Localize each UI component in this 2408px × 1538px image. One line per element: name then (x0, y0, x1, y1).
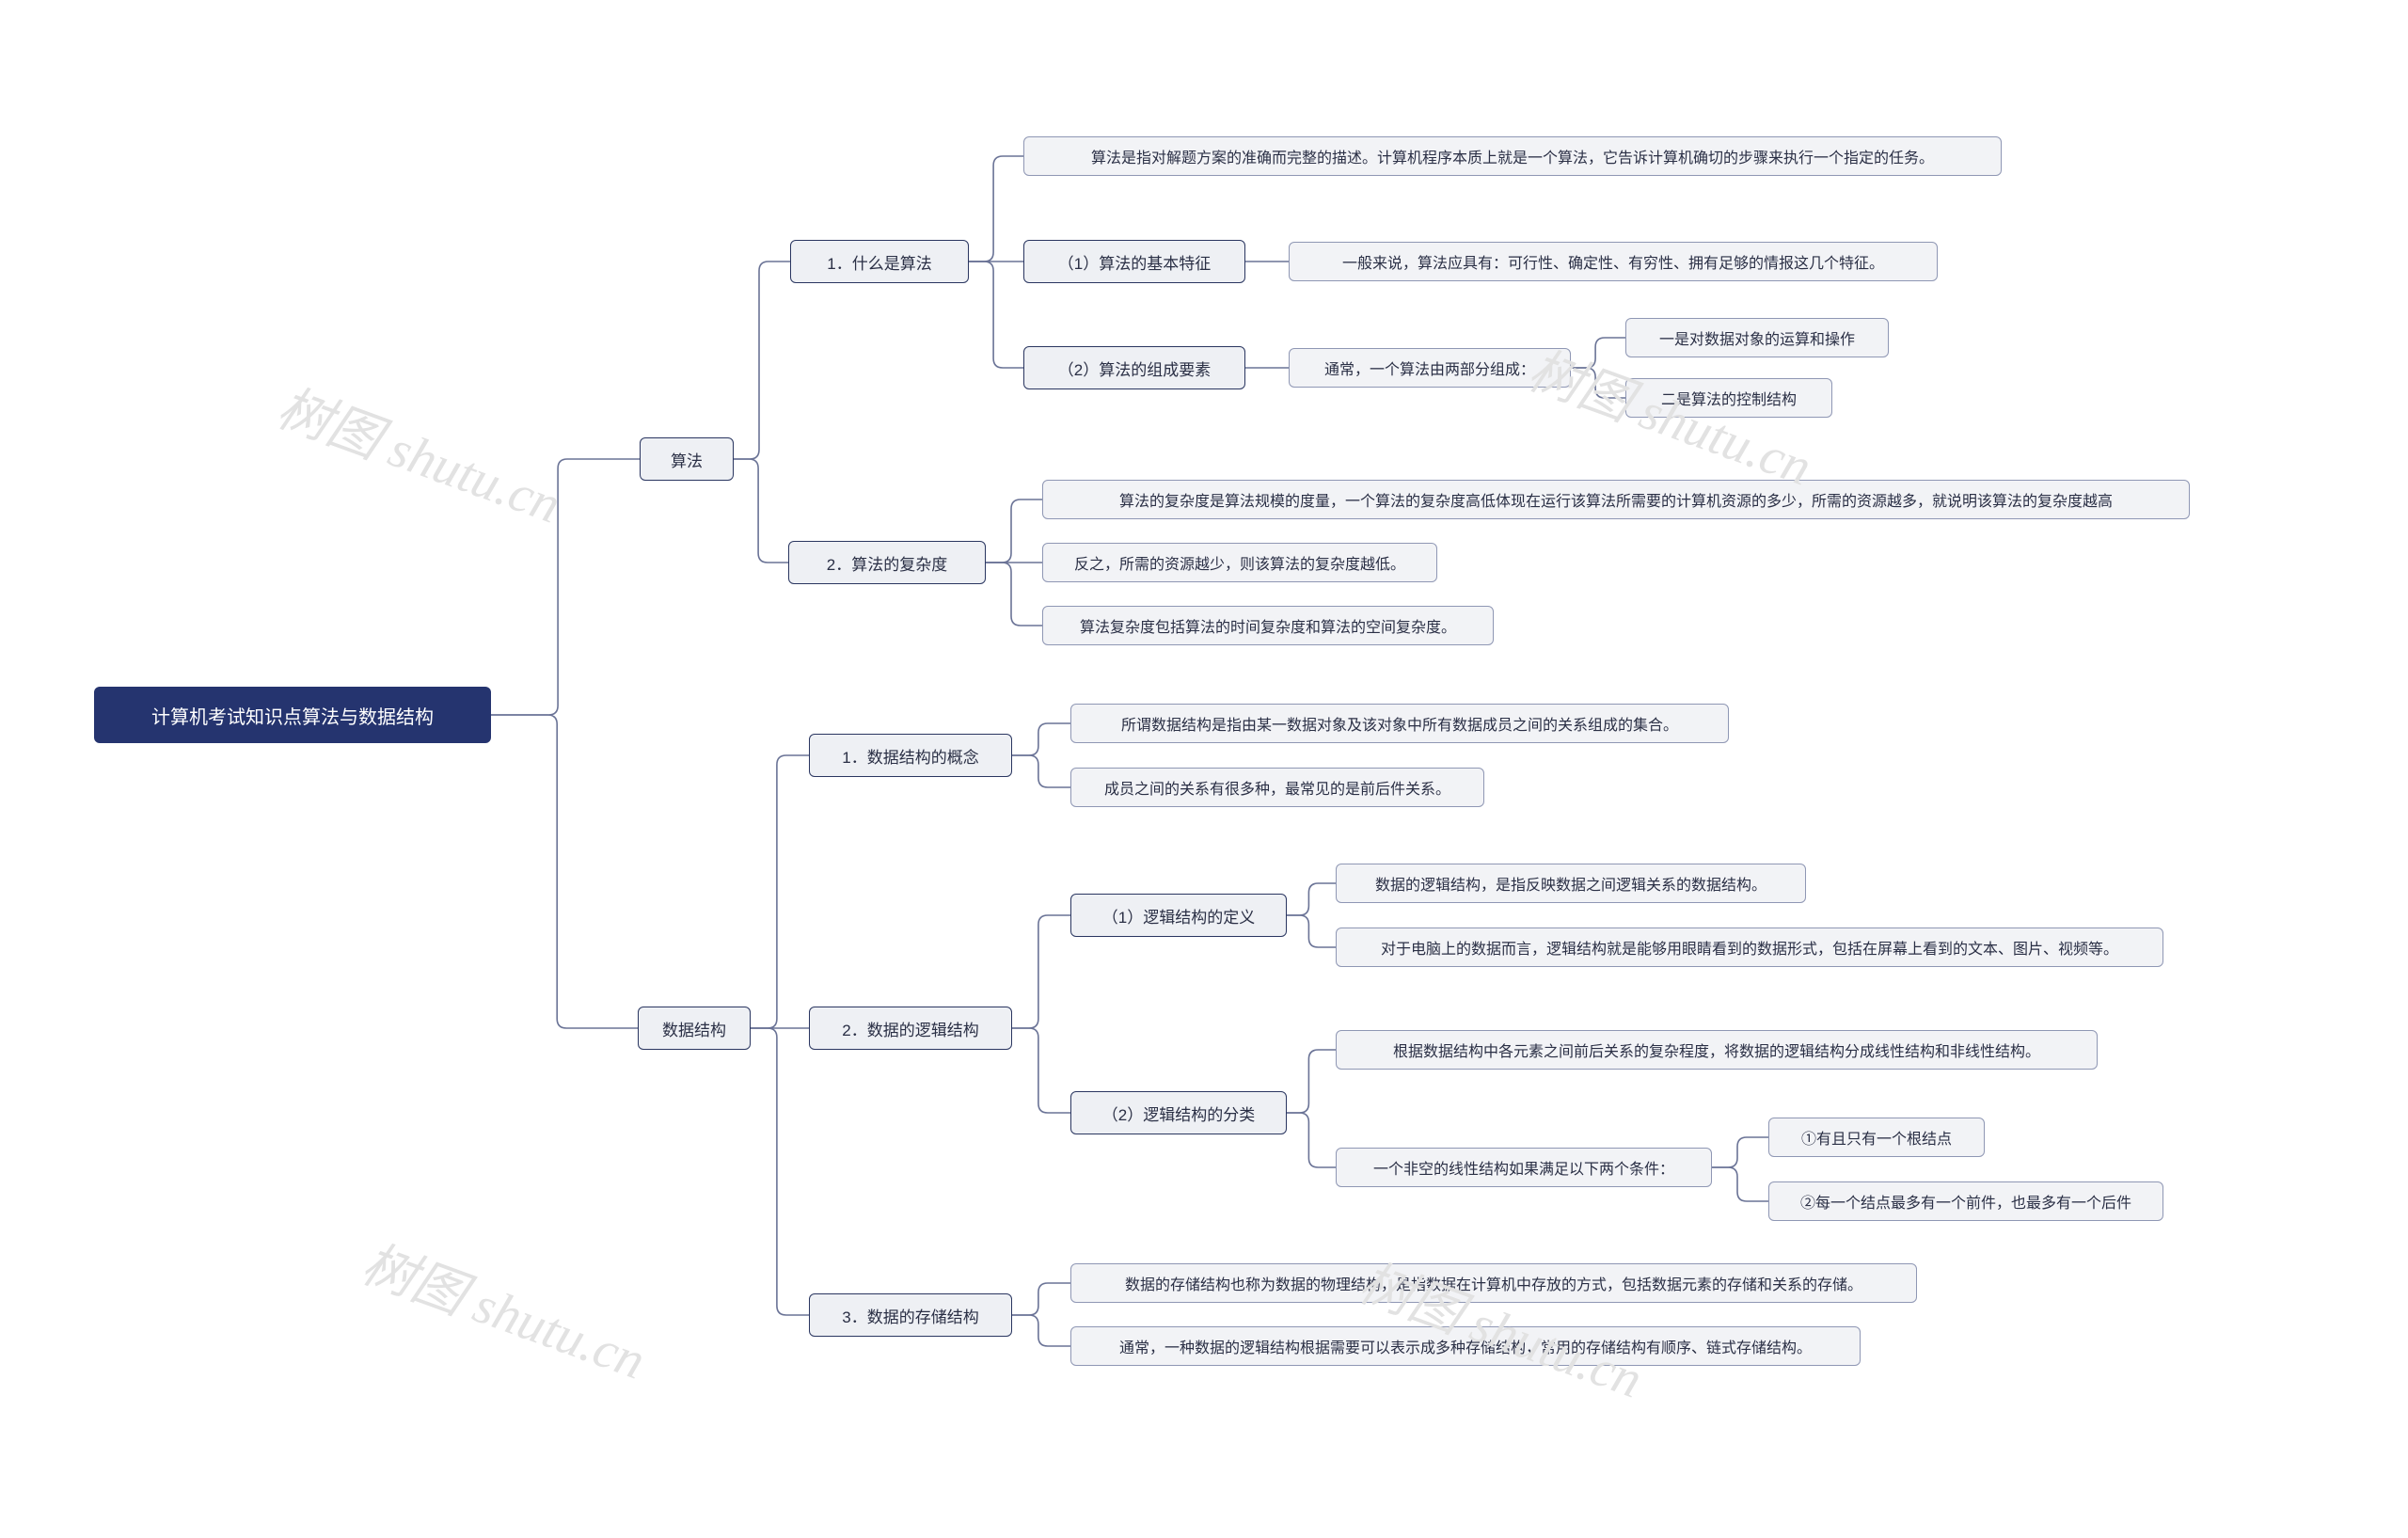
node-ds: 数据结构 (638, 1007, 751, 1050)
node-d2b1l2: 对于电脑上的数据而言，逻辑结构就是能够用眼睛看到的数据形式，包括在屏幕上看到的文… (1336, 928, 2163, 967)
edge-algo-a2 (734, 459, 788, 563)
watermark: 树图 shutu.cn (269, 366, 573, 539)
edge-root-algo (491, 459, 640, 715)
edge-d2b2-d2b2m (1287, 1113, 1336, 1167)
node-a2l1: 算法的复杂度是算法规模的度量，一个算法的复杂度高低体现在运行该算法所需要的计算机… (1042, 480, 2190, 519)
node-d1: 1．数据结构的概念 (809, 734, 1012, 777)
node-algo: 算法 (640, 437, 734, 481)
edge-root-ds (491, 715, 638, 1028)
node-a2l3: 算法复杂度包括算法的时间复杂度和算法的空间复杂度。 (1042, 606, 1494, 645)
node-d2b2m1: ①有且只有一个根结点 (1768, 1118, 1985, 1157)
node-d3l2: 通常，一种数据的逻辑结构根据需要可以表示成多种存储结构，常用的存储结构有顺序、链… (1070, 1326, 1861, 1366)
node-d1l2: 成员之间的关系有很多种，最常见的是前后件关系。 (1070, 768, 1484, 807)
edge-d2b2-d2b2l1 (1287, 1050, 1336, 1113)
edge-d3-d3l1 (1012, 1283, 1070, 1315)
edge-d3-d3l2 (1012, 1315, 1070, 1346)
node-a1b2l1: 一是对数据对象的运算和操作 (1625, 318, 1889, 357)
node-a2l2: 反之，所需的资源越少，则该算法的复杂度越低。 (1042, 543, 1437, 582)
edge-d2b2m-d2b2m1 (1712, 1137, 1768, 1167)
node-a1: 1．什么是算法 (790, 240, 969, 283)
node-a1b1l: 一般来说，算法应具有：可行性、确定性、有穷性、拥有足够的情报这几个特征。 (1289, 242, 1938, 281)
edge-a1-a1b2 (969, 262, 1023, 368)
edge-ds-d3 (751, 1028, 809, 1315)
node-d2b2: （2）逻辑结构的分类 (1070, 1091, 1287, 1134)
node-root: 计算机考试知识点算法与数据结构 (94, 687, 491, 743)
node-d2b1l1: 数据的逻辑结构，是指反映数据之间逻辑关系的数据结构。 (1336, 864, 1806, 903)
node-a1b2l2: 二是算法的控制结构 (1625, 378, 1832, 418)
edge-a1b2m-a1b2l1 (1571, 338, 1625, 368)
node-d2b1: （1）逻辑结构的定义 (1070, 894, 1287, 937)
edge-a1b2m-a1b2l2 (1571, 368, 1625, 398)
watermark: 树图 shutu.cn (354, 1222, 657, 1395)
edge-d2-d2b2 (1012, 1028, 1070, 1113)
edge-d2b1-d2b1l1 (1287, 883, 1336, 915)
node-d2b2m: 一个非空的线性结构如果满足以下两个条件： (1336, 1148, 1712, 1187)
edge-d1-d1l1 (1012, 723, 1070, 755)
node-a1b2: （2）算法的组成要素 (1023, 346, 1245, 389)
edge-d2b1-d2b1l2 (1287, 915, 1336, 947)
node-a1l1: 算法是指对解题方案的准确而完整的描述。计算机程序本质上就是一个算法，它告诉计算机… (1023, 136, 2002, 176)
edge-d2b2m-d2b2m2 (1712, 1167, 1768, 1201)
edge-algo-a1 (734, 262, 790, 459)
edge-a2-a2l3 (986, 563, 1042, 626)
edge-d2-d2b1 (1012, 915, 1070, 1028)
edge-a1-a1l1 (969, 156, 1023, 262)
node-d2b2l1: 根据数据结构中各元素之间前后关系的复杂程度，将数据的逻辑结构分成线性结构和非线性… (1336, 1030, 2098, 1070)
node-a2: 2．算法的复杂度 (788, 541, 986, 584)
node-d1l1: 所谓数据结构是指由某一数据对象及该对象中所有数据成员之间的关系组成的集合。 (1070, 704, 1729, 743)
node-d2b2m2: ②每一个结点最多有一个前件，也最多有一个后件 (1768, 1181, 2163, 1221)
node-d3l1: 数据的存储结构也称为数据的物理结构，是指数据在计算机中存放的方式，包括数据元素的… (1070, 1263, 1917, 1303)
edge-d1-d1l2 (1012, 755, 1070, 787)
node-d2: 2．数据的逻辑结构 (809, 1007, 1012, 1050)
edge-a2-a2l1 (986, 499, 1042, 563)
node-a1b1: （1）算法的基本特征 (1023, 240, 1245, 283)
node-d3: 3．数据的存储结构 (809, 1293, 1012, 1337)
edge-ds-d1 (751, 755, 809, 1028)
node-a1b2m: 通常，一个算法由两部分组成： (1289, 348, 1571, 388)
